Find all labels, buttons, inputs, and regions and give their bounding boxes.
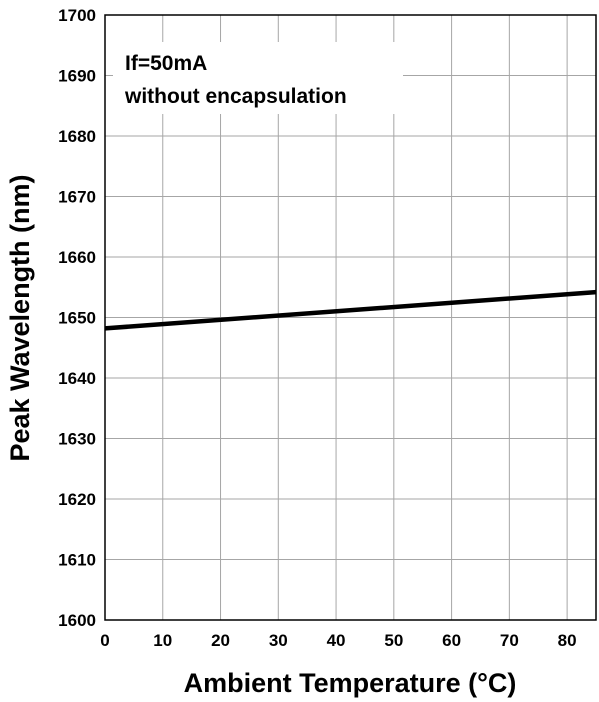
y-tick-label: 1690 (58, 67, 96, 86)
y-tick-label: 1630 (58, 430, 96, 449)
series-line (104, 289, 597, 331)
plot-frame (104, 14, 597, 621)
x-axis-title: Ambient Temperature (°C) (184, 668, 517, 698)
y-tick-label: 1610 (58, 551, 96, 570)
x-tick-label: 20 (211, 631, 230, 650)
x-tick-label: 10 (153, 631, 172, 650)
y-tick-label: 1700 (58, 6, 96, 25)
x-tick-label: 70 (500, 631, 519, 650)
y-axis-title: Peak Wavelength (nm) (5, 174, 35, 461)
x-tick-label: 80 (558, 631, 577, 650)
grid-layer (105, 15, 596, 620)
annotation-encapsulation: without encapsulation (124, 85, 347, 108)
y-tick-label: 1650 (58, 309, 96, 328)
annotation-box (113, 42, 403, 114)
series-layer (104, 289, 597, 331)
tick-labels: 0 10 20 30 40 50 60 70 80 1600 1610 1620 1630 1640 165… (58, 6, 576, 650)
y-tick-label: 1640 (58, 369, 96, 388)
y-tick-label: 1600 (58, 611, 96, 630)
y-tick-label: 1680 (58, 127, 96, 146)
x-tick-label: 40 (327, 631, 346, 650)
annotation-current: If=50mA (125, 52, 207, 75)
y-tick-label: 1670 (58, 188, 96, 207)
y-tick-label: 1660 (58, 248, 96, 267)
x-tick-label: 30 (269, 631, 288, 650)
x-tick-label: 50 (384, 631, 403, 650)
x-tick-label: 0 (100, 631, 109, 650)
y-tick-label: 1620 (58, 490, 96, 509)
x-tick-label: 60 (442, 631, 461, 650)
